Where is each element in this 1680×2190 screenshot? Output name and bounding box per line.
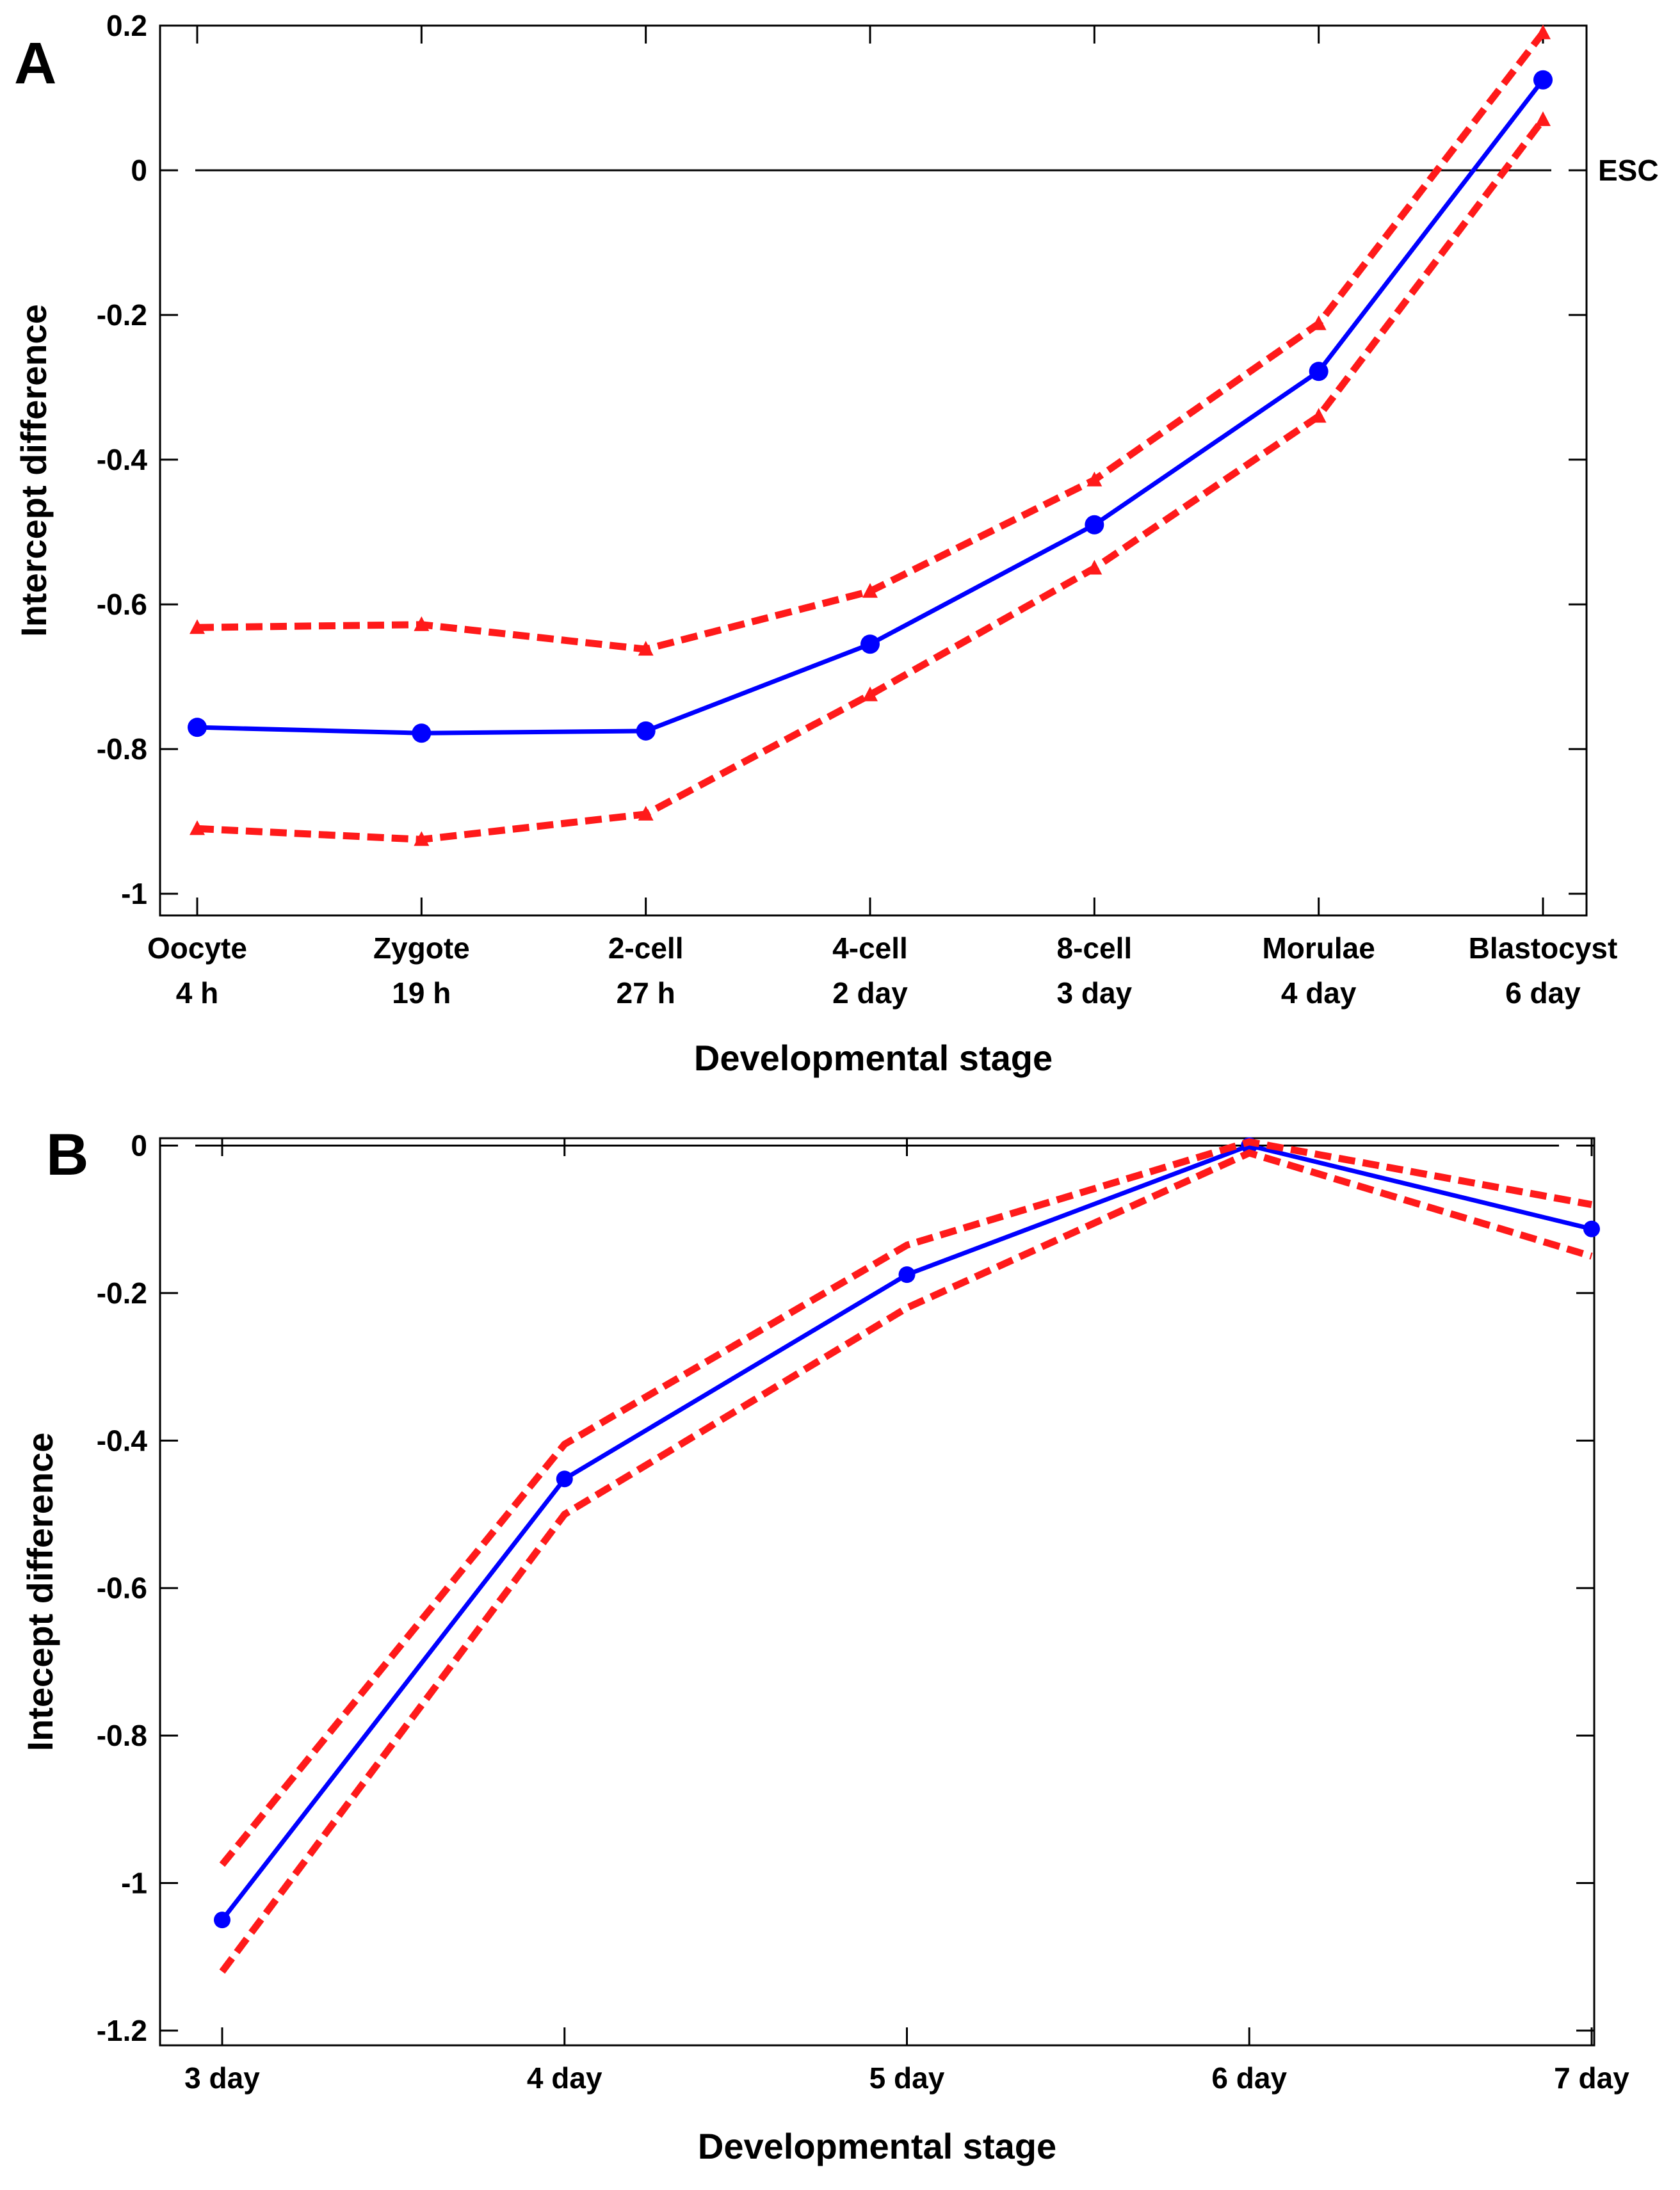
panel-b-y-axis-title: Intecept difference bbox=[20, 1433, 60, 1751]
panel-b-ytick-label: -1.2 bbox=[97, 2014, 147, 2047]
panel-b-chart: B 0 -0.2 -0.4 -0.6 -0.8 -1 -1.2 3 day 4 day 5 day 6… bbox=[20, 1122, 1629, 2166]
panel-a-category-label: Oocyte bbox=[147, 931, 247, 965]
panel-a-upper-point bbox=[638, 641, 654, 656]
panel-a-ytick-label: -0.8 bbox=[97, 732, 147, 766]
panel-a-upper-point bbox=[414, 616, 430, 631]
panel-a-upper-point bbox=[190, 619, 205, 634]
panel-a-estimate-point bbox=[188, 718, 207, 737]
panel-b-category-label: 7 day bbox=[1554, 2061, 1629, 2095]
panel-a-category-label: 19 h bbox=[392, 976, 451, 1010]
panel-b-ytick-label: -1 bbox=[121, 1867, 147, 1900]
panel-a-estimate-point bbox=[1085, 515, 1104, 535]
panel-a-ytick-label: 0 bbox=[131, 154, 147, 187]
panel-b-series-lower-line bbox=[219, 1149, 1593, 1974]
panel-b-ytick-label: -0.2 bbox=[97, 1276, 147, 1310]
panel-a-estimate-point bbox=[1309, 362, 1329, 382]
panel-a-reference-label: ESC bbox=[1598, 154, 1659, 187]
panel-a-lower-point bbox=[1535, 111, 1551, 126]
panel-a-category-label: 4-cell bbox=[832, 931, 908, 965]
panel-b-plot-frame bbox=[159, 1137, 1595, 2047]
panel-a-ytick-label: -0.6 bbox=[97, 588, 147, 621]
panel-a-category-label: 8-cell bbox=[1057, 931, 1133, 965]
panel-a-estimate-point bbox=[1533, 70, 1553, 90]
panel-a-category-label: Blastocyst bbox=[1469, 931, 1618, 965]
panel-a-upper-point bbox=[862, 583, 878, 598]
panel-b-ytick-label: -0.4 bbox=[97, 1424, 148, 1457]
panel-a-y-axis-title: Intercept difference bbox=[13, 304, 54, 637]
panel-a-estimate-point bbox=[860, 634, 880, 654]
panel-a-lower-point bbox=[1311, 408, 1327, 423]
panel-a-lower-point bbox=[862, 686, 878, 702]
panel-a-category-label: 2 day bbox=[832, 976, 908, 1010]
panel-a-category-label: 27 h bbox=[617, 976, 675, 1010]
panel-b-ytick-label: -0.8 bbox=[97, 1719, 147, 1752]
panel-a-upper-point bbox=[1086, 471, 1102, 487]
panel-a-category-label: Morulae bbox=[1262, 931, 1375, 965]
panel-b-ytick-label: 0 bbox=[131, 1129, 147, 1163]
panel-b-estimate-point bbox=[898, 1266, 916, 1284]
panel-a-x-axis-title: Developmental stage bbox=[694, 1038, 1053, 1078]
panel-a-category-label: 4 h bbox=[176, 976, 218, 1010]
panel-b-category-label: 3 day bbox=[184, 2061, 260, 2095]
panel-a-lower-point bbox=[1086, 560, 1102, 575]
panel-b-estimate-point bbox=[556, 1470, 573, 1488]
panel-a-upper-point bbox=[1311, 315, 1327, 330]
panel-a-category-label: 4 day bbox=[1281, 976, 1357, 1010]
panel-b-category-label: 6 day bbox=[1211, 2061, 1287, 2095]
panel-a-lower-point bbox=[414, 831, 430, 846]
panel-a-plot-frame bbox=[159, 24, 1588, 917]
panel-a-estimate-point bbox=[636, 721, 656, 741]
panel-a-category-label: Zygote bbox=[373, 931, 470, 965]
panel-a-letter: A bbox=[14, 31, 56, 96]
panel-a-upper-point bbox=[1535, 24, 1551, 40]
panel-b-x-axis-title: Developmental stage bbox=[698, 2126, 1056, 2166]
panel-a-estimate-point bbox=[412, 723, 432, 743]
panel-b-estimate-point bbox=[214, 1912, 230, 1929]
panel-a-lower-point bbox=[190, 820, 205, 835]
panel-a-category-label: 2-cell bbox=[608, 931, 684, 965]
panel-b-series-upper-line bbox=[219, 1138, 1592, 1867]
panel-b-ytick-label: -0.6 bbox=[97, 1572, 147, 1605]
panel-b-letter: B bbox=[46, 1122, 88, 1188]
panel-b-estimate-point bbox=[1583, 1220, 1600, 1237]
panel-b-series-estimate-line bbox=[220, 1143, 1592, 1922]
panel-a-category-label: 6 day bbox=[1505, 976, 1581, 1010]
panel-a-ytick-label: -1 bbox=[121, 877, 147, 910]
panel-a-lower-point bbox=[638, 805, 654, 821]
panel-b-category-label: 5 day bbox=[869, 2061, 945, 2095]
panel-a-ytick-label: -0.4 bbox=[97, 443, 148, 476]
panel-a-category-label: 3 day bbox=[1057, 976, 1133, 1010]
panel-b-category-label: 4 day bbox=[527, 2061, 602, 2095]
panel-a-ytick-label: -0.2 bbox=[97, 298, 147, 332]
panel-a-ytick-label: 0.2 bbox=[106, 9, 147, 42]
